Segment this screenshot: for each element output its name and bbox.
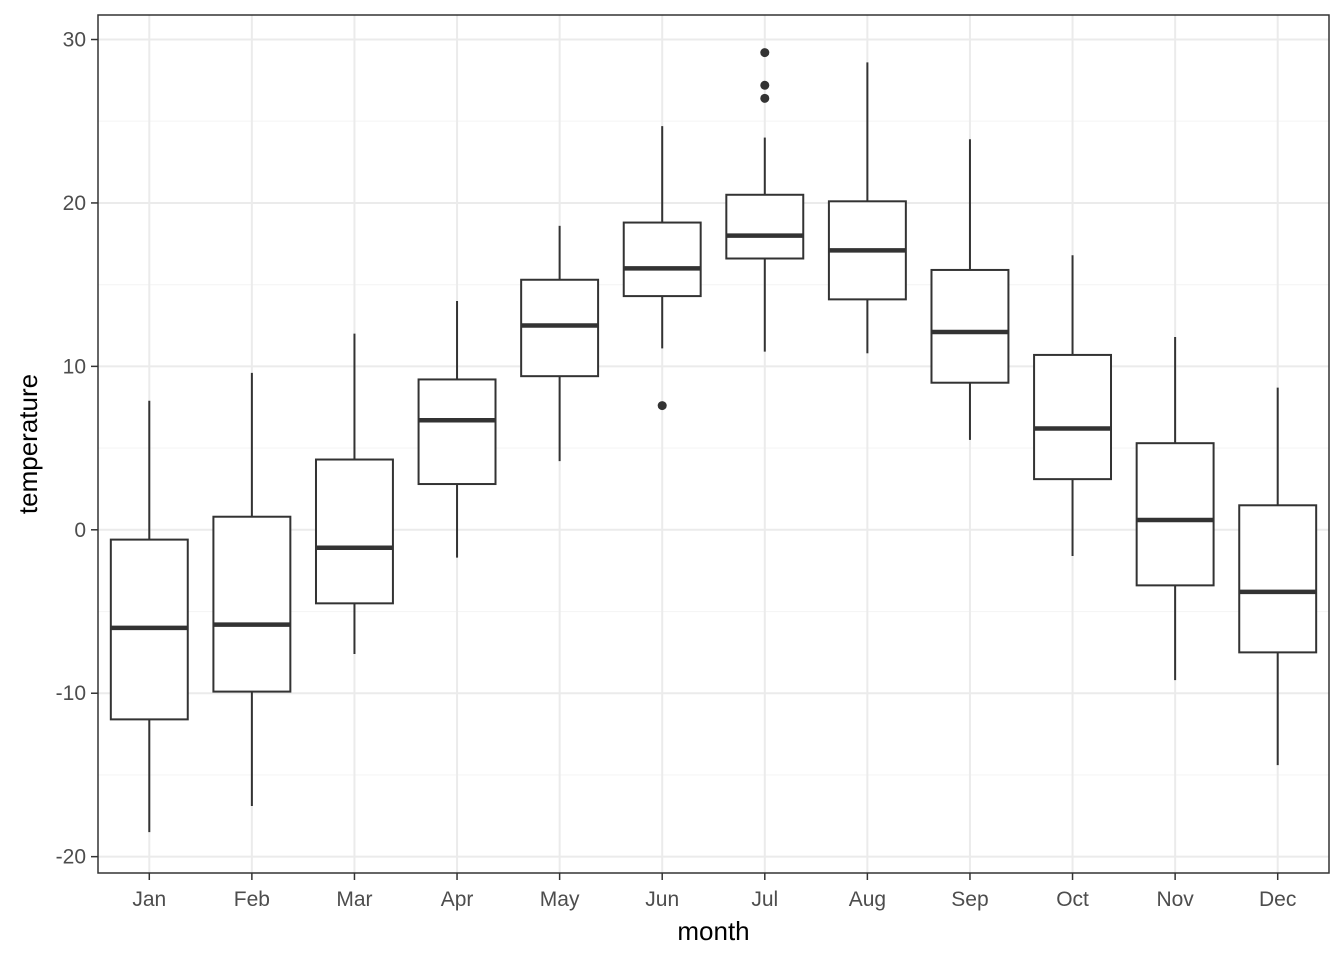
x-tick-label: Dec xyxy=(1259,888,1296,911)
box-iqr xyxy=(520,278,600,378)
x-tick-label: Sep xyxy=(951,888,988,911)
y-tick-label: 10 xyxy=(63,355,86,378)
box-iqr xyxy=(1135,442,1215,587)
x-tick-label: Feb xyxy=(234,888,270,911)
x-tick-label: Apr xyxy=(441,888,474,911)
x-tick-label: Jun xyxy=(645,888,679,911)
box-aug xyxy=(827,62,907,354)
box-iqr xyxy=(930,268,1010,384)
x-tick-label: Nov xyxy=(1156,888,1194,911)
box-iqr xyxy=(1033,353,1113,481)
y-tick-label: -20 xyxy=(56,846,86,869)
y-tick-label: -10 xyxy=(56,682,86,705)
box-layer xyxy=(109,48,1318,833)
y-tick-label: 30 xyxy=(63,29,86,52)
axes: -20 -10 0 10 20 30 Jan Feb Mar Apr May Jun Jul Aug Sep… xyxy=(56,29,1297,911)
box-dec xyxy=(1238,387,1318,766)
box-jan xyxy=(109,400,189,833)
box-iqr xyxy=(622,221,702,298)
x-axis-title: month xyxy=(677,916,749,946)
y-tick-label: 0 xyxy=(74,519,86,542)
x-tick-label: Oct xyxy=(1056,888,1089,911)
box-mar xyxy=(314,333,394,655)
y-axis-title: temperature xyxy=(13,374,43,514)
x-tick-label: Mar xyxy=(336,888,372,911)
box-iqr xyxy=(417,378,497,486)
box-iqr xyxy=(1238,504,1318,654)
x-tick-label: May xyxy=(540,888,580,911)
box-apr xyxy=(417,301,497,558)
box-jul xyxy=(725,48,805,352)
box-feb xyxy=(212,372,292,806)
x-tick-label: Jan xyxy=(132,888,166,911)
box-iqr xyxy=(212,515,292,693)
box-oct xyxy=(1033,255,1113,556)
box-iqr xyxy=(725,193,805,260)
box-jun xyxy=(622,126,702,411)
box-may xyxy=(520,225,600,462)
box-nov xyxy=(1135,336,1215,681)
outlier-point xyxy=(657,401,667,411)
outlier-point xyxy=(760,80,770,90)
panel-border xyxy=(97,14,1330,874)
outlier-point xyxy=(760,48,770,58)
box-iqr xyxy=(314,458,394,605)
x-tick-label: Jul xyxy=(751,888,778,911)
x-tick-label: Aug xyxy=(849,888,886,911)
box-sep xyxy=(930,139,1010,440)
outlier-point xyxy=(760,93,770,103)
y-tick-label: 20 xyxy=(63,192,86,215)
